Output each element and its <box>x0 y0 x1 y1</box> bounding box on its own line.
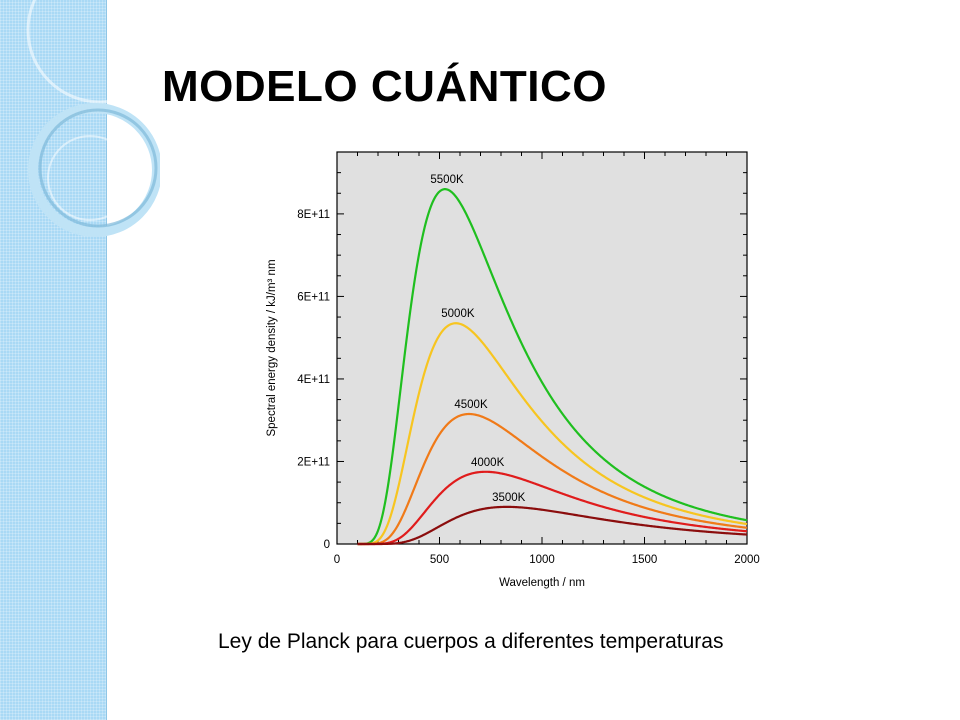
y-tick-label: 4E+11 <box>297 374 330 386</box>
series-line-4000K <box>357 470 748 546</box>
series-line-5500K <box>357 188 748 546</box>
series-line-3500K <box>357 505 748 546</box>
y-axis-label: Spectral energy density / kJ/m³ nm <box>266 259 278 436</box>
series-label-5000K: 5000K <box>441 308 475 320</box>
x-tick-label: 1000 <box>529 554 555 566</box>
slide-title: MODELO CUÁNTICO <box>162 62 608 111</box>
series-label-5500K: 5500K <box>430 174 464 186</box>
y-tick-label: 0 <box>324 539 330 551</box>
y-tick-label: 6E+11 <box>297 291 330 303</box>
series-label-4000K: 4000K <box>471 457 505 469</box>
x-axis-label: Wavelength / nm <box>499 577 585 589</box>
series-label-3500K: 3500K <box>492 492 526 504</box>
x-tick-label: 500 <box>430 554 449 566</box>
slide-caption: Ley de Planck para cuerpos a diferentes … <box>218 630 724 653</box>
y-tick-label: 8E+11 <box>297 209 330 221</box>
x-tick-label: 0 <box>334 554 340 566</box>
y-tick-label: 2E+11 <box>297 456 330 468</box>
x-tick-label: 1500 <box>632 554 658 566</box>
series-line-4500K <box>357 412 748 546</box>
x-tick-label: 2000 <box>734 554 760 566</box>
plot-area <box>336 151 748 545</box>
series-line-5000K <box>357 322 748 546</box>
decorative-swirl <box>26 0 160 237</box>
planck-chart: 0 500 1000 1500 2000 0 2E+11 4E+11 6E+11 8E+11 Wav… <box>266 151 760 589</box>
series-label-4500K: 4500K <box>454 399 488 411</box>
